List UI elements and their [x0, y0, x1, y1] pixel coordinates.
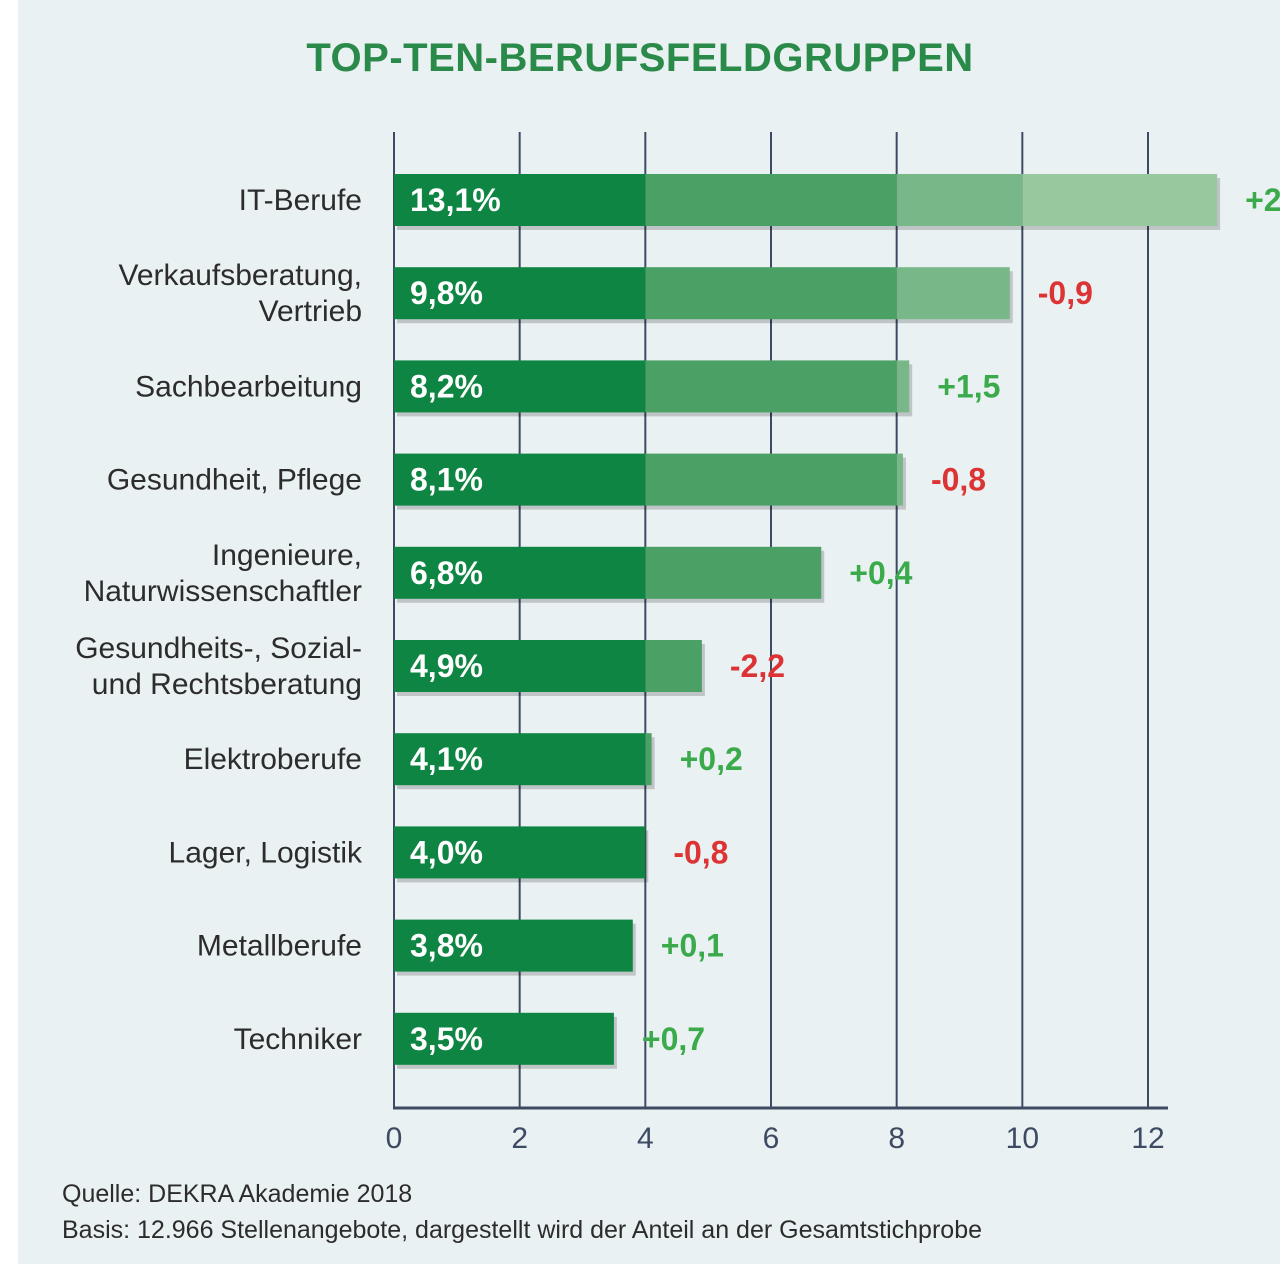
bar-segment: [645, 360, 897, 413]
bar-value-label: 8,2%: [410, 368, 483, 404]
change-label: -0,8: [673, 834, 728, 870]
bar-segment: [394, 826, 646, 879]
change-label: +0,1: [661, 928, 724, 964]
change-label: +0,4: [849, 555, 912, 591]
bar-segment: [645, 267, 897, 320]
change-label: -0,8: [931, 462, 986, 498]
x-axis: 0 2 4 6 8 10 12: [386, 1106, 1168, 1155]
bar-segment: [645, 453, 897, 506]
bar-segment: [394, 174, 646, 226]
category-label: und Rechtsberatung: [92, 668, 362, 701]
bar-value-label: 3,8%: [410, 928, 483, 964]
category-label: Ingenieure,: [212, 539, 362, 572]
bar-segment: [394, 360, 646, 413]
bar-segment: [896, 267, 1010, 320]
category-label: Gesundheit, Pflege: [107, 464, 362, 497]
bar-segment: [394, 919, 633, 972]
bar-row: 3,5% +0,7 Techniker: [234, 1012, 705, 1069]
bar-value-label: 4,1%: [410, 741, 483, 777]
bar-row: 4,1% +0,2 Elektroberufe: [184, 733, 743, 790]
category-label: Sachbearbeitung: [135, 370, 362, 403]
change-label: +0,2: [680, 741, 743, 777]
bar-row: 13,1% +2,6 IT-Berufe: [239, 174, 1280, 230]
bar-row: 9,8% -0,9 Verkaufsberatung,Vertrieb: [118, 259, 1092, 328]
bar-row: 4,0% -0,8 Lager, Logistik: [169, 826, 728, 883]
bar-row: 8,1% -0,8 Gesundheit, Pflege: [107, 453, 986, 510]
bars-layer: 13,1% +2,6 IT-Berufe 9,8% -0,9 Verkaufsberatu…: [75, 174, 1280, 1069]
change-label: -2,2: [730, 648, 785, 684]
bar-segment: [645, 733, 652, 786]
category-label: Elektroberufe: [184, 743, 362, 776]
x-tick-label: 6: [763, 1122, 780, 1155]
bar-value-label: 13,1%: [410, 182, 501, 218]
bar-segment: [1022, 174, 1148, 226]
bar-segment: [645, 546, 822, 599]
x-tick-label: 4: [637, 1122, 654, 1155]
bar-value-label: 6,8%: [410, 555, 483, 591]
chart-title: TOP-TEN-BERUFSFELDGRUPPEN: [306, 36, 974, 80]
change-label: +2,6: [1245, 182, 1280, 218]
bar-row: 3,8% +0,1 Metallberufe: [197, 919, 724, 976]
bar-value-label: 8,1%: [410, 462, 483, 498]
category-label: Techniker: [234, 1023, 362, 1056]
bar-value-label: 4,9%: [410, 648, 483, 684]
bar-segment: [896, 453, 903, 506]
change-label: -0,9: [1038, 275, 1093, 311]
x-tick-label: 10: [1006, 1122, 1039, 1155]
bar-value-label: 4,0%: [410, 834, 483, 870]
category-label: IT-Berufe: [239, 184, 362, 217]
bar-segment: [394, 267, 646, 320]
footer-source: Quelle: DEKRA Akademie 2018: [62, 1180, 413, 1208]
category-label: Gesundheits-, Sozial-: [75, 632, 362, 665]
bar-value-label: 3,5%: [410, 1021, 483, 1057]
category-label: Verkaufsberatung,: [118, 259, 362, 292]
bar-segment: [394, 453, 646, 506]
bar-row: 4,9% -2,2 Gesundheits-, Sozial-und Rechtsb…: [75, 632, 785, 701]
bar-chart: 13,1% +2,6 IT-Berufe 9,8% -0,9 Verkaufsberatu…: [75, 132, 1280, 1155]
bar-segment: [896, 360, 910, 413]
x-tick-label: 0: [386, 1122, 403, 1155]
bar-segment: [645, 640, 702, 692]
bar-value-label: 9,8%: [410, 275, 483, 311]
bar-segment: [1148, 174, 1218, 226]
bar-row: 6,8% +0,4 Ingenieure,Naturwissenschaftler: [84, 539, 913, 608]
x-tick-label: 2: [511, 1122, 528, 1155]
bar-segment: [896, 174, 1023, 226]
x-tick-label: 12: [1131, 1122, 1164, 1155]
bar-segment: [394, 546, 646, 599]
bar-segment: [394, 640, 646, 692]
category-label: Naturwissenschaftler: [84, 575, 362, 608]
bar-row: 8,2% +1,5 Sachbearbeitung: [135, 360, 1000, 417]
footer-basis: Basis: 12.966 Stellenangebote, dargestel…: [62, 1216, 982, 1244]
category-label: Lager, Logistik: [169, 836, 363, 869]
category-label: Metallberufe: [197, 930, 362, 963]
change-label: +0,7: [642, 1021, 705, 1057]
bar-segment: [645, 174, 897, 226]
category-label: Vertrieb: [259, 295, 362, 328]
x-tick-label: 8: [888, 1122, 905, 1155]
bar-segment: [394, 1012, 614, 1065]
change-label: +1,5: [937, 368, 1000, 404]
bar-segment: [394, 733, 646, 786]
